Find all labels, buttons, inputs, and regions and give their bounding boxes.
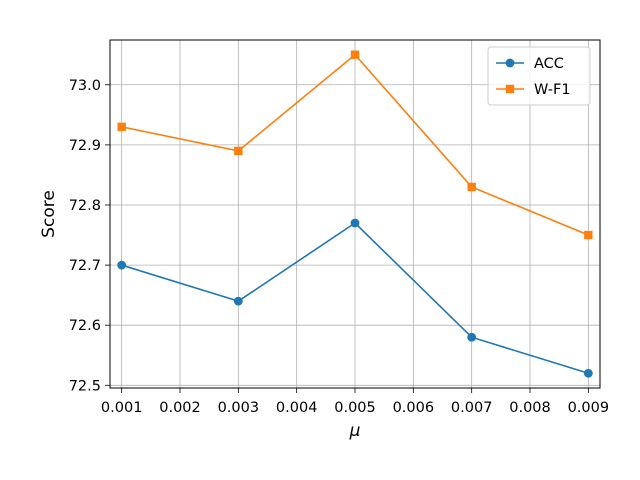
data-point: [117, 122, 126, 132]
y-axis-label: Score: [39, 190, 59, 238]
data-point: [467, 332, 477, 342]
data-point: [350, 218, 360, 228]
x-axis-label: μ: [349, 421, 361, 441]
x-tick-label: 0.005: [334, 400, 376, 416]
data-point: [117, 260, 127, 270]
legend-marker: [505, 84, 515, 94]
y-tick-label: 72.5: [69, 378, 101, 394]
legend: ACC W-F1: [487, 46, 591, 106]
x-tick-label: 0.002: [159, 400, 201, 416]
data-point: [584, 230, 593, 240]
y-tick-label: 72.9: [69, 138, 101, 154]
data-point: [467, 182, 476, 192]
x-tick-label: 0.004: [276, 400, 318, 416]
grid: [110, 40, 600, 388]
series-w-f1: [117, 50, 593, 240]
x-tick-label: 0.008: [509, 400, 551, 416]
legend-item-w-f1: W-F1: [496, 82, 571, 98]
data-point: [234, 146, 243, 156]
y-tick-label: 72.7: [69, 258, 101, 274]
data-point: [350, 50, 360, 59]
y-tick-label: 72.8: [69, 198, 101, 214]
series-layer: [117, 50, 593, 378]
legend-label: ACC: [534, 56, 564, 72]
x-axis-ticks: 0.001 0.002 0.003 0.004 0.005 0.006 0.007 0.008…: [101, 388, 609, 416]
x-tick-label: 0.001: [101, 400, 143, 416]
series-acc: [117, 218, 593, 378]
y-tick-label: 72.6: [69, 318, 101, 334]
data-point: [233, 296, 243, 306]
y-axis-ticks: 72.5 72.6 72.7 72.8 72.9 73.0: [69, 78, 110, 394]
x-tick-label: 0.006: [393, 400, 435, 416]
legend-item-acc: ACC: [496, 56, 564, 72]
x-tick-label: 0.009: [568, 400, 610, 416]
legend-label: W-F1: [534, 82, 571, 98]
x-tick-label: 0.003: [218, 400, 260, 416]
y-tick-label: 73.0: [69, 78, 101, 94]
x-tick-label: 0.007: [451, 400, 493, 416]
data-point: [583, 368, 593, 378]
legend-marker: [505, 58, 515, 68]
